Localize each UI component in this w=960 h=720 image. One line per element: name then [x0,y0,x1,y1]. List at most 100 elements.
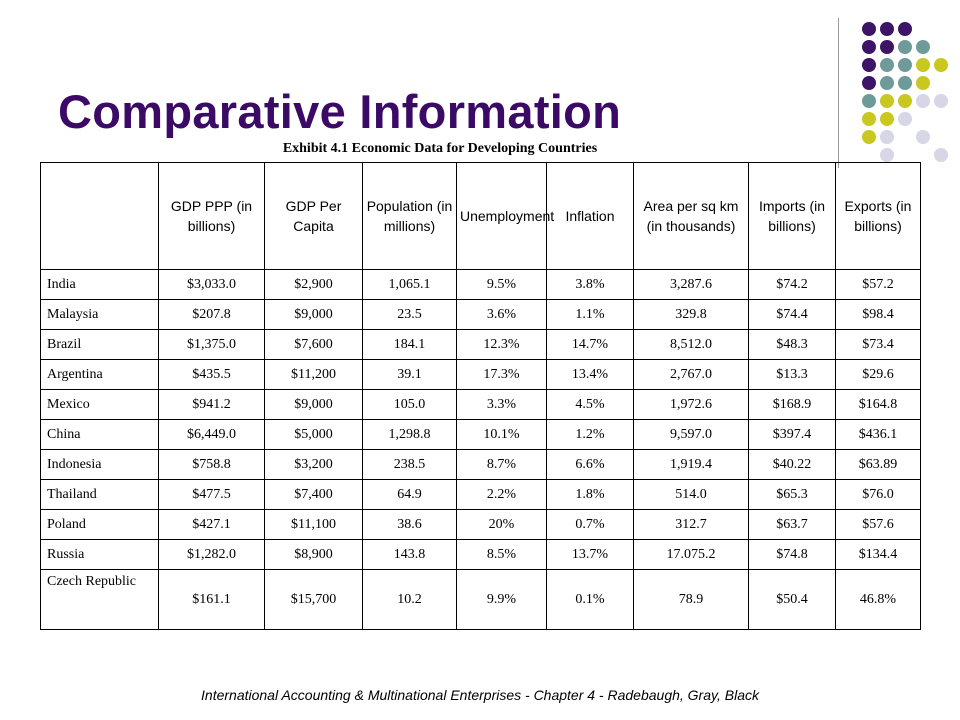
decorative-dot [862,40,876,54]
cell-unemployment: 10.1% [456,419,547,450]
cell-population: 1,065.1 [362,269,457,300]
cell-country: Poland [40,509,159,540]
table-header-row: GDP PPP (in billions) GDP Per Capita Pop… [40,162,921,270]
header-cell-area: Area per sq km (in thousands) [633,162,749,270]
cell-gdp-per-capita: $3,200 [264,449,363,480]
cell-inflation: 13.4% [546,359,634,390]
cell-population: 238.5 [362,449,457,480]
header-cell-exports: Exports (in billions) [835,162,921,270]
table-body: India $3,033.0 $2,900 1,065.1 9.5% 3.8% 3,287.… [40,269,921,630]
decorative-dot [880,148,894,162]
cell-country: Brazil [40,329,159,360]
cell-unemployment: 17.3% [456,359,547,390]
exhibit-caption: Exhibit 4.1 Economic Data for Developing… [282,141,598,156]
cell-country: Mexico [40,389,159,420]
cell-area: 9,597.0 [633,419,749,450]
decorative-dot [880,58,894,72]
table-row: Indonesia $758.8 $3,200 238.5 8.7% 6.6% 1,919.… [40,449,921,480]
cell-area: 1,919.4 [633,449,749,480]
cell-unemployment: 8.7% [456,449,547,480]
cell-inflation: 14.7% [546,329,634,360]
slide-footer: International Accounting & Multinational… [201,687,759,703]
cell-population: 1,298.8 [362,419,457,450]
cell-exports: 46.8% [835,569,921,630]
decorative-dot [862,94,876,108]
cell-unemployment: 9.9% [456,569,547,630]
cell-inflation: 3.8% [546,269,634,300]
decorative-dot [898,22,912,36]
cell-inflation: 1.8% [546,479,634,510]
cell-inflation: 4.5% [546,389,634,420]
cell-area: 8,512.0 [633,329,749,360]
cell-gdp-per-capita: $15,700 [264,569,363,630]
cell-exports: $98.4 [835,299,921,330]
cell-imports: $397.4 [748,419,836,450]
cell-imports: $63.7 [748,509,836,540]
cell-area: 78.9 [633,569,749,630]
decorative-dot [898,40,912,54]
cell-gdp-ppp: $1,375.0 [158,329,265,360]
cell-area: 514.0 [633,479,749,510]
decorative-dot [862,76,876,90]
decorative-dot [880,40,894,54]
cell-gdp-ppp: $6,449.0 [158,419,265,450]
cell-population: 10.2 [362,569,457,630]
cell-exports: $436.1 [835,419,921,450]
cell-inflation: 13.7% [546,539,634,570]
decorative-dot [880,112,894,126]
cell-area: 3,287.6 [633,269,749,300]
decorative-dot [898,76,912,90]
cell-unemployment: 3.6% [456,299,547,330]
cell-population: 64.9 [362,479,457,510]
cell-exports: $134.4 [835,539,921,570]
cell-imports: $74.4 [748,299,836,330]
cell-unemployment: 20% [456,509,547,540]
table-row: Poland $427.1 $11,100 38.6 20% 0.7% 312.7 $63.7… [40,509,921,540]
cell-population: 105.0 [362,389,457,420]
cell-country: Russia [40,539,159,570]
cell-imports: $13.3 [748,359,836,390]
header-cell-gdp-per-capita: GDP Per Capita [264,162,363,270]
economic-data-table: GDP PPP (in billions) GDP Per Capita Pop… [40,162,921,630]
decorative-dot [862,112,876,126]
cell-gdp-per-capita: $8,900 [264,539,363,570]
decorative-dot [862,58,876,72]
cell-population: 38.6 [362,509,457,540]
cell-inflation: 1.2% [546,419,634,450]
decorative-dot [898,94,912,108]
cell-gdp-ppp: $477.5 [158,479,265,510]
cell-country: Malaysia [40,299,159,330]
decorative-dot [862,22,876,36]
cell-gdp-per-capita: $2,900 [264,269,363,300]
decorative-dot [862,130,876,144]
decorative-dot [916,130,930,144]
cell-gdp-ppp: $207.8 [158,299,265,330]
cell-area: 312.7 [633,509,749,540]
header-cell-empty [40,162,159,270]
cell-exports: $29.6 [835,359,921,390]
decorative-dot [916,76,930,90]
decorative-divider-line [838,18,839,168]
cell-inflation: 0.1% [546,569,634,630]
cell-area: 2,767.0 [633,359,749,390]
cell-unemployment: 3.3% [456,389,547,420]
decorative-dot [880,22,894,36]
cell-unemployment: 8.5% [456,539,547,570]
decorative-dot [916,58,930,72]
decorative-dot [880,130,894,144]
decorative-dot [934,148,948,162]
decorative-dot [880,76,894,90]
cell-unemployment: 12.3% [456,329,547,360]
table-row: Czech Republic $161.1 $15,700 10.2 9.9% 0.1% 7… [40,569,921,630]
cell-exports: $57.6 [835,509,921,540]
cell-gdp-ppp: $3,033.0 [158,269,265,300]
cell-area: 17.075.2 [633,539,749,570]
header-cell-gdp-ppp: GDP PPP (in billions) [158,162,265,270]
cell-country: China [40,419,159,450]
cell-gdp-per-capita: $11,100 [264,509,363,540]
cell-unemployment: 2.2% [456,479,547,510]
cell-exports: $63.89 [835,449,921,480]
cell-population: 23.5 [362,299,457,330]
header-cell-inflation: Inflation [546,162,634,270]
table-row: Russia $1,282.0 $8,900 143.8 8.5% 13.7% 17.075… [40,539,921,570]
